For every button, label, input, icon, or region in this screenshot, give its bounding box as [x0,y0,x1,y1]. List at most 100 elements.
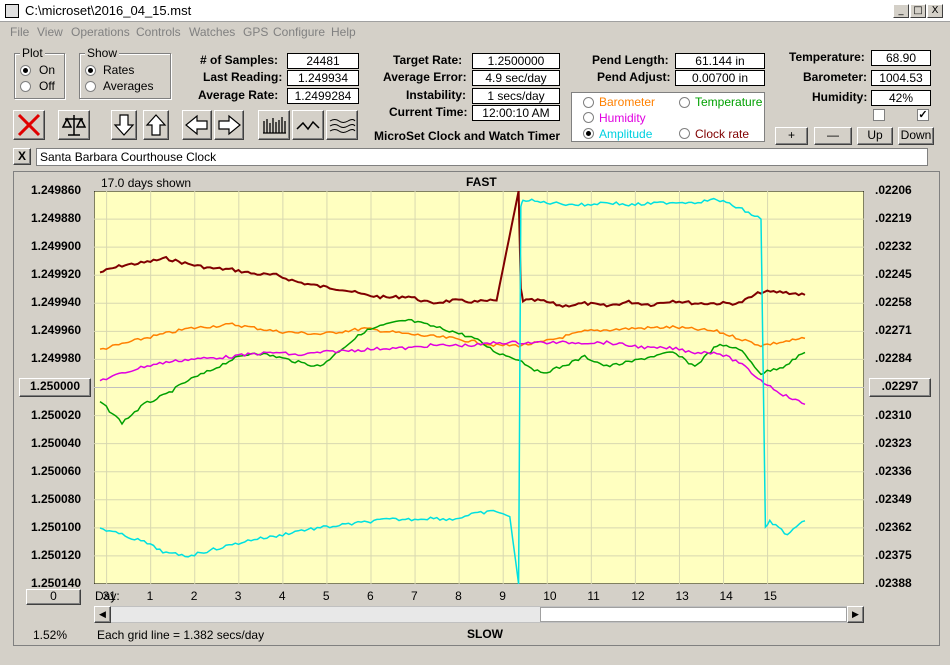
average-error-field: 4.9 sec/day [472,70,560,86]
right-tick-label: .02284 [875,351,912,366]
menu-bar: File View Operations Controls Watches GP… [0,22,950,42]
menu-configure[interactable]: Configure [273,25,326,39]
last-reading-field: 1.249934 [287,70,359,86]
show-averages-radio[interactable] [85,81,96,92]
day-tick-label: 9 [499,589,506,603]
right-tick-label: .02375 [875,547,912,562]
right-tick-label: .02362 [875,519,912,534]
fast-label: FAST [466,175,497,189]
center-left-button[interactable]: 1.250000 [19,378,91,397]
days-shown-label: 17.0 days shown [101,176,192,190]
multi-line-button[interactable] [326,110,358,140]
center-right-button[interactable]: .02297 [869,378,931,397]
arrow-right-button[interactable] [214,110,244,140]
left-tick-label: 1.250120 [31,547,82,562]
show-rates-radio[interactable] [85,65,96,76]
arrow-left-icon [185,114,208,136]
day-tick-label: 11 [587,589,600,603]
minimize-button[interactable]: _ [893,4,909,18]
barometer-label: Barometer [599,95,656,109]
day-tick-label: 14 [719,589,733,603]
current-time-label: Current Time: [389,105,468,119]
zero-button[interactable]: 0 [26,589,81,605]
stop-button[interactable] [13,110,45,140]
menu-help[interactable]: Help [331,25,356,39]
gridline-note: Each grid line = 1.382 secs/day [97,628,265,642]
pend-length-field: 61.144 in [675,53,765,69]
down-button[interactable]: Down [898,127,934,145]
pend-adjust-field: 0.00700 in [675,70,765,86]
right-tick-label: .02271 [875,323,912,338]
left-tick-label: 1.249940 [31,295,82,310]
chart-svg[interactable] [94,191,864,584]
minus-button[interactable]: — [814,127,852,145]
wave-icon [296,120,320,131]
right-tick-label: .02336 [875,463,912,478]
clock-name-field[interactable]: Santa Barbara Courthouse Clock [36,148,928,166]
last-reading-label: Last Reading: [203,70,283,84]
menu-operations[interactable]: Operations [71,25,130,39]
arrow-left-button[interactable] [182,110,212,140]
instability-label: Instability: [406,88,467,102]
maximize-button[interactable]: □ [910,4,926,18]
temperature-radio[interactable] [679,97,690,108]
series-line-temperature [99,318,806,426]
day-tick-label: 7 [411,589,418,603]
series-line-clock-rate [99,191,806,308]
left-tick-label: 1.249960 [31,323,82,338]
series-line-amplitude [99,197,806,584]
menu-watches[interactable]: Watches [189,25,236,39]
scroll-right-button[interactable]: ▶ [847,606,864,623]
slow-label: SLOW [467,627,503,641]
arrow-down-icon [113,114,135,136]
barometer-radio[interactable] [583,97,594,108]
balance-button[interactable] [58,110,90,140]
clock-rate-label: Clock rate [695,127,750,141]
amplitude-radio[interactable] [583,128,594,139]
temperature-field: 68.90 [871,50,931,66]
line-chart-button[interactable] [292,110,324,140]
scroll-thumb[interactable] [540,607,847,622]
chart-grid [94,191,864,584]
plot-off-radio[interactable] [20,81,31,92]
option-checkbox-2[interactable]: ✓ [917,109,929,121]
right-tick-label: .02349 [875,491,912,506]
sensor-select-box [571,92,765,142]
menu-gps[interactable]: GPS [243,25,269,39]
instability-field: 1 secs/day [472,88,560,104]
day-tick-label: 31 [102,589,116,603]
menu-file[interactable]: File [10,25,30,39]
up-button[interactable]: Up [857,127,893,145]
day-tick-label: 6 [366,589,374,603]
plus-button[interactable]: + [775,127,808,145]
right-tick-label: .02232 [875,239,912,254]
menu-view[interactable]: View [37,25,63,39]
plot-on-radio[interactable] [20,65,31,76]
plot-frame [13,171,940,646]
arrow-up-icon [145,114,167,136]
day-tick-label: 4 [278,589,286,603]
left-tick-label: 1.250060 [31,463,82,478]
arrow-up-button[interactable] [143,110,169,140]
multi-wave-icon [329,119,356,133]
arrow-down-button[interactable] [111,110,137,140]
app-icon [5,4,19,18]
clear-name-button[interactable]: X [13,148,31,165]
close-button[interactable]: X [927,4,943,18]
humidity-label: Humidity [599,111,646,125]
target-rate-field: 1.2500000 [472,53,560,69]
bar-chart-button[interactable] [258,110,290,140]
option-checkbox-1[interactable] [873,109,885,121]
scale-icon [61,115,87,136]
day-tick-label: 15 [763,589,777,603]
left-tick-label: 1.249980 [31,351,82,366]
menu-controls[interactable]: Controls [136,25,181,39]
humidity-radio[interactable] [583,112,594,123]
left-tick-label: 1.250040 [31,435,82,450]
scroll-left-button[interactable]: ◀ [94,606,111,623]
right-tick-label: .02206 [875,183,912,197]
clock-rate-radio[interactable] [679,128,690,139]
show-group-title: Show [85,46,120,60]
day-tick-label: 10 [543,589,557,603]
percent-label: 1.52% [33,628,68,642]
